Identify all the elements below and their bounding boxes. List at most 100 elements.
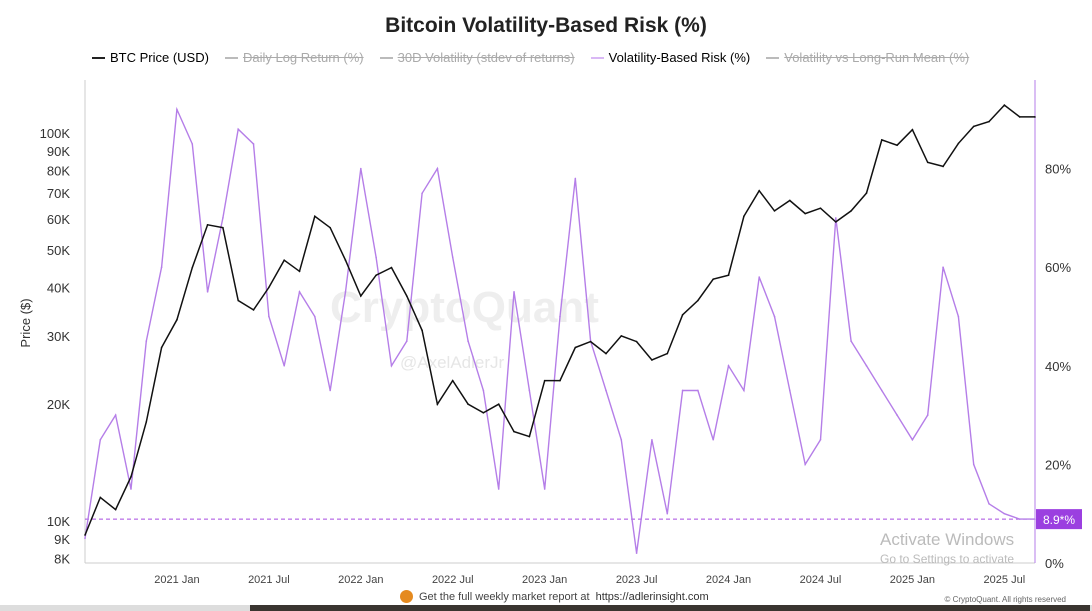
price-point bbox=[743, 215, 745, 218]
price-point bbox=[160, 346, 163, 349]
price-point bbox=[252, 309, 255, 311]
risk-point bbox=[176, 108, 178, 111]
footer-link[interactable]: https://adlerinsight.com bbox=[595, 590, 709, 603]
risk-point bbox=[375, 256, 377, 259]
risk-point bbox=[1018, 518, 1021, 520]
price-point bbox=[513, 430, 515, 433]
risk-point bbox=[850, 340, 852, 342]
price-point bbox=[926, 161, 929, 164]
legend-item-btc-price[interactable]: BTC Price (USD) bbox=[92, 50, 209, 65]
legend-swatch bbox=[590, 56, 604, 59]
price-point bbox=[130, 475, 132, 478]
risk-point bbox=[421, 192, 423, 195]
risk-point bbox=[543, 488, 546, 490]
risk-point bbox=[743, 389, 745, 392]
y2-tick-label: 0% bbox=[1045, 556, 1064, 571]
price-point bbox=[896, 144, 898, 147]
y-tick-label: 8K bbox=[54, 552, 70, 567]
risk-point bbox=[1003, 512, 1006, 515]
legend-swatch bbox=[766, 56, 780, 59]
taskbar-strip bbox=[0, 605, 1092, 611]
risk-point bbox=[451, 256, 454, 259]
y2-tick-label: 20% bbox=[1045, 457, 1071, 472]
y2-tick-label: 40% bbox=[1045, 359, 1071, 374]
current-value-badge bbox=[1036, 509, 1082, 530]
footer: Get the full weekly market report at http… bbox=[400, 590, 709, 603]
risk-point bbox=[298, 291, 301, 293]
legend-item-volatility-vs-mean[interactable]: Volatility vs Long-Run Mean (%) bbox=[766, 50, 969, 65]
risk-point bbox=[911, 438, 914, 441]
x-tick-label: 2024 Jul bbox=[800, 574, 842, 586]
risk-point bbox=[114, 414, 117, 416]
risk-point bbox=[252, 143, 255, 145]
y-tick-label: 80K bbox=[47, 164, 70, 179]
price-point bbox=[911, 128, 914, 131]
risk-point bbox=[436, 167, 439, 170]
price-point bbox=[651, 359, 653, 361]
price-point bbox=[268, 286, 270, 289]
price-point bbox=[390, 266, 393, 269]
price-point bbox=[283, 259, 285, 262]
os-activation-notice: Activate Windows bbox=[880, 530, 1015, 549]
price-point bbox=[666, 352, 669, 355]
risk-point bbox=[206, 291, 209, 293]
legend-label: BTC Price (USD) bbox=[110, 50, 209, 65]
legend-item-volatility-risk[interactable]: Volatility-Based Risk (%) bbox=[590, 50, 750, 65]
price-point bbox=[145, 421, 148, 423]
price-point bbox=[758, 189, 760, 192]
x-tick-label: 2024 Jan bbox=[706, 574, 751, 586]
price-point bbox=[99, 496, 102, 499]
risk-point bbox=[727, 365, 730, 367]
y-tick-label: 50K bbox=[47, 243, 70, 258]
risk-point bbox=[697, 389, 699, 392]
price-point bbox=[222, 226, 224, 229]
risk-point bbox=[145, 340, 148, 342]
risk-point bbox=[237, 128, 240, 130]
legend-item-daily-log-return[interactable]: Daily Log Return (%) bbox=[224, 50, 364, 65]
price-point bbox=[804, 212, 806, 215]
y-tick-label: 40K bbox=[47, 280, 70, 295]
risk-point bbox=[160, 266, 163, 269]
risk-point bbox=[605, 389, 607, 392]
y-tick-label: 20K bbox=[47, 397, 70, 412]
risk-point bbox=[84, 537, 86, 540]
price-point bbox=[635, 340, 638, 343]
risk-point bbox=[957, 315, 960, 318]
risk-point bbox=[528, 389, 531, 392]
price-point bbox=[497, 403, 500, 406]
price-point bbox=[988, 120, 990, 123]
current-value-label: 8.9*% bbox=[1043, 513, 1075, 527]
x-tick-label: 2023 Jan bbox=[522, 574, 567, 586]
risk-point bbox=[222, 217, 224, 219]
risk-point bbox=[283, 365, 285, 367]
legend-swatch bbox=[379, 56, 393, 59]
price-point bbox=[697, 299, 699, 302]
risk-point bbox=[896, 414, 898, 416]
footer-text: Get the full weekly market report at bbox=[419, 590, 590, 603]
risk-point bbox=[329, 389, 331, 392]
risk-point bbox=[482, 389, 485, 392]
report-icon bbox=[400, 590, 413, 603]
price-point bbox=[482, 412, 485, 414]
price-point bbox=[574, 346, 577, 349]
price-point bbox=[865, 192, 868, 194]
risk-point bbox=[360, 167, 362, 170]
price-point bbox=[206, 223, 209, 226]
price-point bbox=[298, 270, 301, 273]
price-point bbox=[789, 199, 791, 202]
price-point bbox=[237, 299, 240, 302]
risk-point bbox=[99, 438, 102, 441]
risk-point bbox=[758, 276, 760, 278]
risk-point bbox=[712, 438, 715, 441]
risk-point bbox=[651, 438, 653, 441]
price-point bbox=[329, 226, 331, 229]
legend-item-30d-volatility[interactable]: 30D Volatility (stdev of returns) bbox=[379, 50, 575, 65]
legend: BTC Price (USD) Daily Log Return (%) 30D… bbox=[92, 50, 969, 65]
risk-point bbox=[835, 217, 837, 219]
price-point bbox=[1018, 116, 1021, 118]
price-point bbox=[850, 210, 852, 212]
price-point bbox=[559, 379, 561, 382]
price-point bbox=[712, 278, 715, 280]
x-tick-label: 2023 Jul bbox=[616, 574, 658, 586]
